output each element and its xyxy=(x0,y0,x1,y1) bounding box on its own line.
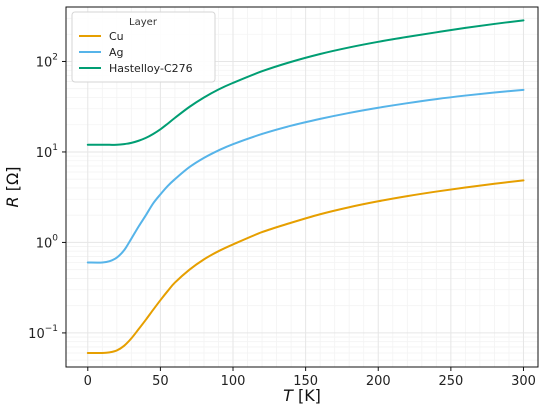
legend-label-ag: Ag xyxy=(109,46,124,59)
y-axis-label: R [Ω] xyxy=(3,167,22,208)
y-axis-ticks: 10−1 100 101 102 xyxy=(28,52,66,342)
y-tick-label: 10−1 xyxy=(28,324,58,342)
series-line-ag xyxy=(86,88,525,264)
x-tick-label: 50 xyxy=(152,374,169,389)
x-tick-label: 300 xyxy=(511,374,536,389)
legend: Layer Cu Ag Hastelloy-C276 xyxy=(71,11,216,83)
series-line-cu xyxy=(86,179,525,355)
y-tick-label: 101 xyxy=(36,143,58,161)
plot-frame xyxy=(65,6,539,368)
legend-title: Layer xyxy=(129,17,158,28)
series-line-hastelloy-c276 xyxy=(86,19,525,146)
grid xyxy=(66,7,538,367)
legend-box xyxy=(71,11,216,83)
x-tick-label: 250 xyxy=(438,374,463,389)
series-lines xyxy=(86,19,525,355)
x-tick-label: 150 xyxy=(293,374,318,389)
x-axis-ticks: 0 50 100 150 200 250 300 xyxy=(84,367,536,389)
y-tick-label: 102 xyxy=(36,52,58,70)
x-tick-label: 0 xyxy=(84,374,92,389)
y-tick-label: 100 xyxy=(36,233,59,251)
x-axis-label: T [K] xyxy=(283,386,321,405)
legend-label-cu: Cu xyxy=(109,30,124,43)
legend-label-hastelloy-c276: Hastelloy-C276 xyxy=(109,62,193,75)
x-tick-label: 200 xyxy=(366,374,391,389)
x-tick-label: 100 xyxy=(221,374,246,389)
